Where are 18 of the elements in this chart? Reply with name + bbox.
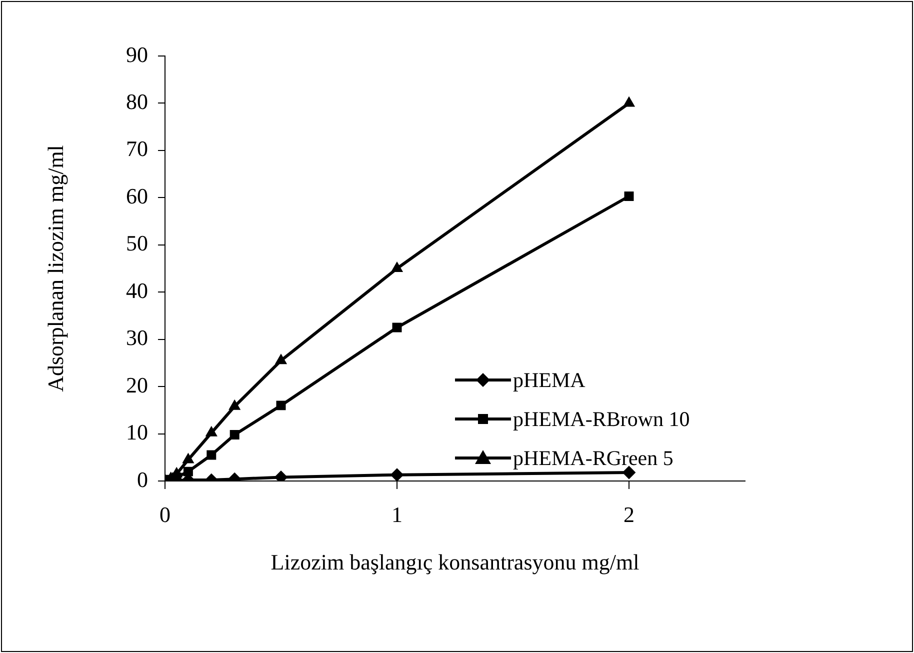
y-tick-label: 80	[126, 89, 148, 114]
y-tick-label: 70	[126, 136, 148, 162]
y-axis-title: Adsorplanan lizozim mg/ml	[42, 145, 68, 392]
y-tick-label: 90	[126, 42, 148, 67]
y-tick-label: 50	[126, 230, 148, 256]
x-tick-label: 2	[624, 502, 634, 527]
y-tick-label: 60	[126, 183, 148, 208]
legend-label: pHEMA-RGreen 5	[513, 446, 674, 470]
y-tick-label: 20	[126, 372, 148, 398]
x-axis-title: Lizozim başlangıç konsantrasyonu mg/ml	[270, 550, 640, 575]
y-tick-label: 30	[126, 325, 148, 350]
y-tick-label: 0	[137, 466, 148, 492]
x-tick-label: 0	[160, 502, 170, 527]
y-tick-label: 40	[126, 278, 148, 303]
y-tick-label: 10	[126, 420, 148, 445]
x-tick-label: 1	[392, 502, 402, 527]
legend-label: pHEMA-RBrown 10	[513, 406, 690, 432]
legend-label: pHEMA	[513, 368, 586, 392]
